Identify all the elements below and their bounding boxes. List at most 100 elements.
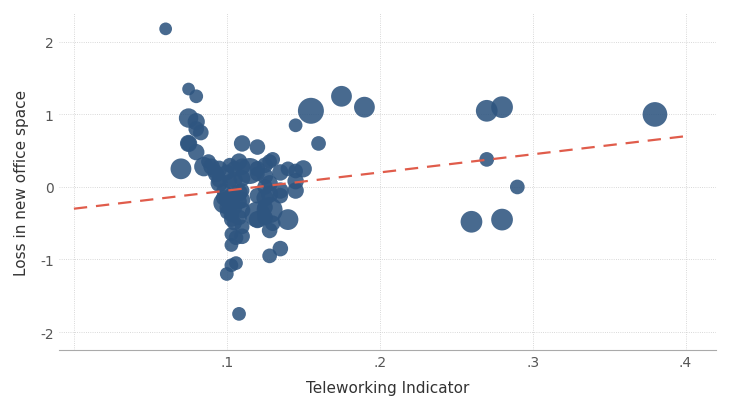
Point — [252, 171, 264, 178]
Point — [649, 112, 661, 119]
Point — [182, 115, 194, 122]
Point — [228, 220, 240, 227]
Point — [221, 271, 233, 278]
Point — [218, 188, 230, 194]
Point — [290, 188, 301, 194]
Point — [274, 188, 286, 194]
Point — [237, 207, 248, 214]
Point — [259, 184, 271, 191]
Point — [237, 164, 248, 171]
Point — [182, 87, 194, 93]
Point — [496, 217, 508, 223]
Point — [259, 204, 271, 211]
Point — [175, 166, 187, 173]
Point — [213, 166, 225, 173]
Point — [226, 212, 237, 218]
Point — [237, 175, 248, 182]
Point — [264, 207, 275, 214]
Point — [290, 169, 301, 175]
Point — [259, 215, 271, 221]
Point — [210, 171, 222, 178]
Point — [264, 228, 275, 234]
Point — [191, 119, 202, 126]
Point — [221, 209, 233, 216]
Point — [228, 177, 240, 184]
Point — [274, 193, 286, 200]
Point — [233, 190, 245, 197]
Point — [297, 166, 309, 173]
Point — [228, 166, 240, 173]
Point — [218, 195, 230, 202]
Point — [466, 219, 477, 225]
Point — [252, 166, 264, 173]
Point — [233, 215, 245, 221]
Point — [224, 162, 236, 169]
Point — [228, 193, 240, 200]
Point — [336, 94, 347, 100]
Point — [213, 177, 225, 184]
Point — [226, 199, 237, 205]
Point — [195, 130, 207, 137]
Point — [274, 246, 286, 252]
Point — [305, 108, 317, 115]
Point — [481, 108, 493, 115]
Point — [230, 235, 242, 241]
Point — [264, 181, 275, 187]
Point — [512, 184, 523, 191]
Point — [209, 169, 220, 175]
Point — [237, 188, 248, 194]
Point — [191, 94, 202, 100]
Point — [264, 159, 275, 166]
Point — [224, 178, 236, 185]
Point — [290, 123, 301, 129]
Point — [259, 173, 271, 180]
Point — [237, 234, 248, 240]
Point — [290, 178, 301, 185]
Point — [264, 253, 275, 259]
Y-axis label: Loss in new office space: Loss in new office space — [14, 89, 29, 275]
Point — [226, 262, 237, 269]
Point — [198, 164, 210, 171]
Point — [282, 217, 293, 223]
Point — [312, 141, 324, 147]
Point — [252, 193, 264, 200]
Point — [213, 181, 225, 187]
Point — [191, 126, 202, 133]
Point — [274, 170, 286, 176]
X-axis label: Teleworking Indicator: Teleworking Indicator — [306, 380, 469, 395]
Point — [203, 159, 215, 166]
Point — [221, 197, 233, 204]
Point — [496, 105, 508, 111]
Point — [259, 195, 271, 202]
Point — [182, 141, 194, 147]
Point — [206, 164, 218, 171]
Point — [226, 231, 237, 238]
Point — [228, 204, 240, 211]
Point — [237, 197, 248, 204]
Point — [226, 242, 237, 249]
Point — [221, 204, 233, 211]
Point — [481, 157, 493, 163]
Point — [237, 224, 248, 231]
Point — [226, 217, 237, 223]
Point — [160, 27, 172, 33]
Point — [259, 162, 271, 169]
Point — [221, 170, 233, 176]
Point — [252, 212, 264, 218]
Point — [282, 166, 293, 173]
Point — [237, 141, 248, 147]
Point — [182, 141, 194, 147]
Point — [230, 260, 242, 267]
Point — [358, 105, 370, 111]
Point — [264, 191, 275, 198]
Point — [233, 159, 245, 166]
Point — [252, 217, 264, 223]
Point — [233, 311, 245, 317]
Point — [244, 169, 256, 175]
Point — [267, 220, 279, 227]
Point — [267, 157, 279, 163]
Point — [191, 150, 202, 156]
Point — [252, 144, 264, 151]
Point — [226, 191, 237, 198]
Point — [218, 200, 230, 207]
